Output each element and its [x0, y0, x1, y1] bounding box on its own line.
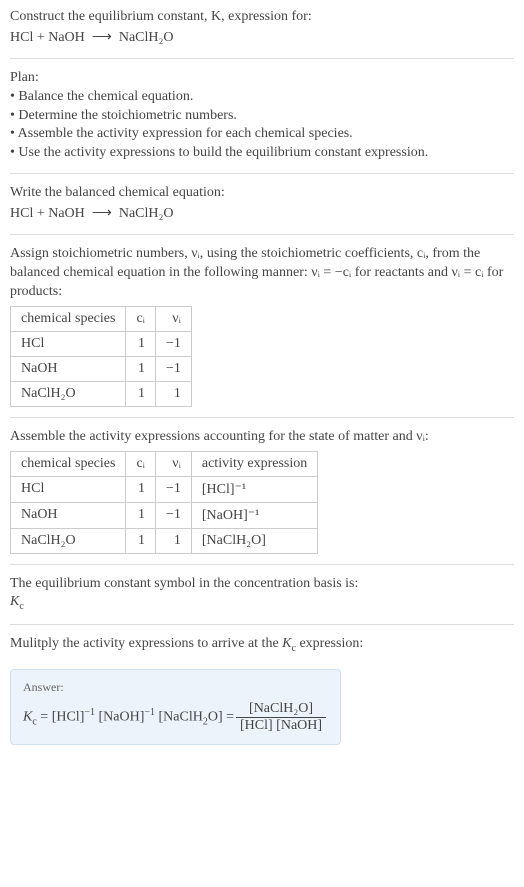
col-ci: cᵢ — [126, 306, 156, 331]
cell-vi: 1 — [155, 528, 191, 553]
plan-section: Plan: • Balance the chemical equation. •… — [10, 69, 514, 163]
divider — [10, 173, 514, 174]
multiply-section: Mulitply the activity expressions to arr… — [10, 635, 514, 655]
eq-rhs: NaClH₂O — [119, 206, 174, 221]
stoich-table: chemical species cᵢ νᵢ HCl 1 −1 NaOH 1 −… — [10, 306, 192, 407]
cell-species: HCl — [11, 476, 126, 502]
header-prompt: Construct the equilibrium constant, K, e… — [10, 8, 514, 27]
table-row: NaClH₂O 1 1 — [11, 381, 192, 406]
cell-ci: 1 — [126, 502, 156, 528]
table-row: NaOH 1 −1 — [11, 356, 192, 381]
divider — [10, 417, 514, 418]
divider — [10, 58, 514, 59]
divider — [10, 564, 514, 565]
cell-ci: 1 — [126, 381, 156, 406]
plan-title: Plan: — [10, 69, 514, 88]
eq-arrow: ⟶ — [92, 28, 112, 44]
cell-activity: [NaOH]⁻¹ — [191, 502, 317, 528]
plan-bullet: • Use the activity expressions to build … — [10, 144, 514, 163]
cell-species: NaClH₂O — [11, 381, 126, 406]
plan-bullet: • Assemble the activity expression for e… — [10, 125, 514, 144]
fraction-numerator: [NaClH₂O] — [236, 701, 326, 718]
cell-activity: [NaClH₂O] — [191, 528, 317, 553]
answer-label: Answer: — [23, 680, 328, 695]
balanced-equation: HCl + NaOH ⟶ NaClH₂O — [10, 203, 514, 224]
cell-ci: 1 — [126, 331, 156, 356]
stoich-section: Assign stoichiometric numbers, νᵢ, using… — [10, 245, 514, 407]
cell-vi: 1 — [155, 381, 191, 406]
activity-table: chemical species cᵢ νᵢ activity expressi… — [10, 451, 318, 554]
cell-vi: −1 — [155, 331, 191, 356]
col-vi: νᵢ — [155, 451, 191, 476]
cell-species: NaOH — [11, 502, 126, 528]
table-header-row: chemical species cᵢ νᵢ — [11, 306, 192, 331]
cell-vi: −1 — [155, 476, 191, 502]
cell-species: NaOH — [11, 356, 126, 381]
table-row: HCl 1 −1 — [11, 331, 192, 356]
cell-ci: 1 — [126, 476, 156, 502]
kc-symbol-line1: The equilibrium constant symbol in the c… — [10, 575, 514, 594]
divider — [10, 624, 514, 625]
cell-vi: −1 — [155, 356, 191, 381]
plan-bullet: • Determine the stoichiometric numbers. — [10, 107, 514, 126]
cell-ci: 1 — [126, 528, 156, 553]
answer-lhs: Kc = [HCl]−1 [NaOH]−1 [NaClH2O] = — [23, 707, 234, 727]
table-header-row: chemical species cᵢ νᵢ activity expressi… — [11, 451, 318, 476]
cell-vi: −1 — [155, 502, 191, 528]
eq-lhs: HCl + NaOH — [10, 30, 85, 45]
activity-section: Assemble the activity expressions accoun… — [10, 428, 514, 554]
activity-intro: Assemble the activity expressions accoun… — [10, 428, 514, 447]
fraction-denominator: [HCl] [NaOH] — [236, 718, 326, 734]
cell-activity: [HCl]⁻¹ — [191, 476, 317, 502]
cell-ci: 1 — [126, 356, 156, 381]
kc-symbol-section: The equilibrium constant symbol in the c… — [10, 575, 514, 614]
answer-equation: Kc = [HCl]−1 [NaOH]−1 [NaClH2O] = [NaClH… — [23, 701, 328, 734]
header-section: Construct the equilibrium constant, K, e… — [10, 8, 514, 48]
col-species: chemical species — [11, 306, 126, 331]
col-species: chemical species — [11, 451, 126, 476]
cell-species: NaClH₂O — [11, 528, 126, 553]
kc-symbol-line2: Kc — [10, 593, 514, 613]
eq-lhs: HCl + NaOH — [10, 206, 85, 221]
table-row: NaOH 1 −1 [NaOH]⁻¹ — [11, 502, 318, 528]
answer-box: Answer: Kc = [HCl]−1 [NaOH]−1 [NaClH2O] … — [10, 669, 341, 745]
stoich-intro: Assign stoichiometric numbers, νᵢ, using… — [10, 245, 514, 302]
answer-fraction: [NaClH₂O] [HCl] [NaOH] — [236, 701, 326, 734]
table-row: HCl 1 −1 [HCl]⁻¹ — [11, 476, 318, 502]
header-equation: HCl + NaOH ⟶ NaClH₂O — [10, 27, 514, 48]
multiply-line: Mulitply the activity expressions to arr… — [10, 635, 514, 655]
plan-bullet: • Balance the chemical equation. — [10, 88, 514, 107]
col-ci: cᵢ — [126, 451, 156, 476]
balanced-section: Write the balanced chemical equation: HC… — [10, 184, 514, 224]
cell-species: HCl — [11, 331, 126, 356]
eq-rhs: NaClH₂O — [119, 30, 174, 45]
col-activity: activity expression — [191, 451, 317, 476]
table-row: NaClH₂O 1 1 [NaClH₂O] — [11, 528, 318, 553]
balanced-title: Write the balanced chemical equation: — [10, 184, 514, 203]
col-vi: νᵢ — [155, 306, 191, 331]
divider — [10, 234, 514, 235]
eq-arrow: ⟶ — [92, 204, 112, 220]
header-text: Construct the equilibrium constant, K, e… — [10, 9, 312, 24]
